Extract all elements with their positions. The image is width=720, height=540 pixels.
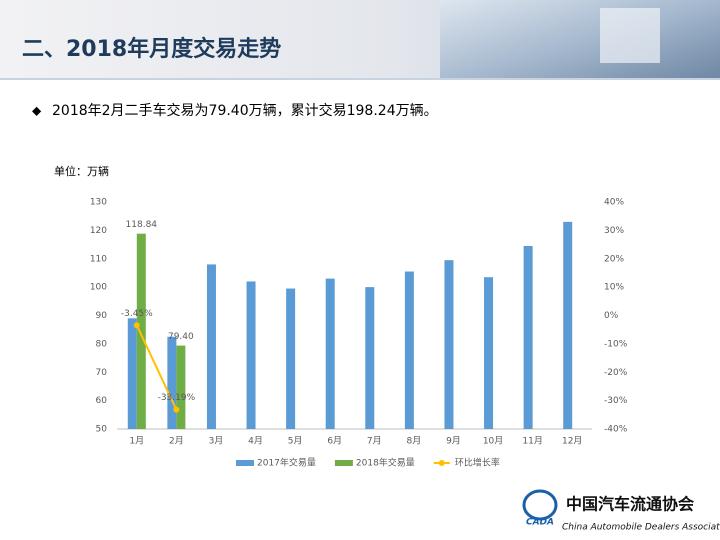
x-tick-label: 5月 <box>288 436 303 447</box>
x-tick-label: 8月 <box>407 436 422 447</box>
bullet-icon: ◆ <box>32 104 42 118</box>
logo-name-cn: 中国汽车流通协会 <box>566 495 694 514</box>
bar <box>206 264 216 429</box>
data-label: -3.45% <box>121 309 153 319</box>
bar <box>136 233 146 429</box>
y2-tick-label: -40% <box>604 425 628 435</box>
bar <box>325 278 335 429</box>
y-tick-label: 90 <box>96 311 108 321</box>
x-tick-label: 6月 <box>327 436 342 447</box>
x-tick-label: 9月 <box>446 436 461 447</box>
y-tick-label: 110 <box>90 254 107 264</box>
y-tick-label: 100 <box>90 283 107 293</box>
legend-swatch-marker <box>438 460 445 466</box>
bullet-text: 2018年2月二手车交易为79.40万辆，累计交易198.24万辆。 <box>52 102 438 119</box>
y-tick-label: 130 <box>90 198 107 208</box>
y-tick-label: 60 <box>96 396 108 406</box>
x-tick-label: 3月 <box>209 436 224 447</box>
bar <box>365 287 375 429</box>
line-marker <box>173 406 180 413</box>
header-title: 二、2018年月度交易走势 <box>22 36 281 62</box>
header-photo <box>440 0 720 78</box>
logo: CADA 中国汽车流通协会 China Automobile Dealers A… <box>522 489 720 533</box>
y2-tick-label: 20% <box>604 254 624 264</box>
logo-name-en: China Automobile Dealers Association <box>562 523 720 533</box>
bar <box>523 245 533 429</box>
x-tick-label: 10月 <box>483 436 503 447</box>
y2-tick-label: 10% <box>604 283 624 293</box>
y2-tick-label: -20% <box>604 368 628 378</box>
y2-tick-label: 40% <box>604 198 624 208</box>
y-tick-label: 50 <box>96 425 108 435</box>
legend-label: 2018年交易量 <box>356 457 415 469</box>
x-tick-label: 11月 <box>522 436 542 447</box>
legend-swatch <box>334 460 353 466</box>
bar <box>404 271 414 429</box>
y2-tick-label: 0% <box>604 311 619 321</box>
y2-tick-label: -10% <box>604 339 628 349</box>
bar <box>444 260 454 429</box>
logo-mark <box>522 489 558 521</box>
x-tick-label: 1月 <box>129 436 144 447</box>
bar <box>246 281 256 429</box>
y-tick-label: 80 <box>96 339 108 349</box>
bar <box>286 288 296 429</box>
data-label: 79.40 <box>168 332 194 342</box>
x-tick-label: 2月 <box>169 436 184 447</box>
bar <box>563 221 573 429</box>
bar <box>176 345 186 429</box>
line <box>135 324 178 411</box>
x-tick-label: 12月 <box>562 436 582 447</box>
legend-label: 环比增长率 <box>455 457 500 469</box>
x-tick-label: 7月 <box>367 436 382 447</box>
y-tick-label: 70 <box>96 368 108 378</box>
bar <box>167 336 177 429</box>
x-tick-label: 4月 <box>248 436 263 447</box>
legend-swatch <box>236 460 254 466</box>
logo-abbr: CADA <box>526 518 554 528</box>
bar <box>484 277 494 429</box>
data-label: 118.84 <box>126 220 158 230</box>
y2-tick-label: 30% <box>604 226 624 236</box>
header-cube <box>600 8 660 63</box>
data-label: -33.19% <box>158 393 196 403</box>
line-marker <box>133 322 140 329</box>
y2-tick-label: -30% <box>604 396 628 406</box>
y-tick-label: 120 <box>90 226 107 236</box>
header-rule <box>0 78 720 80</box>
legend-label: 2017年交易量 <box>257 457 316 469</box>
unit-label: 单位：万辆 <box>54 164 109 178</box>
bar <box>127 318 137 429</box>
